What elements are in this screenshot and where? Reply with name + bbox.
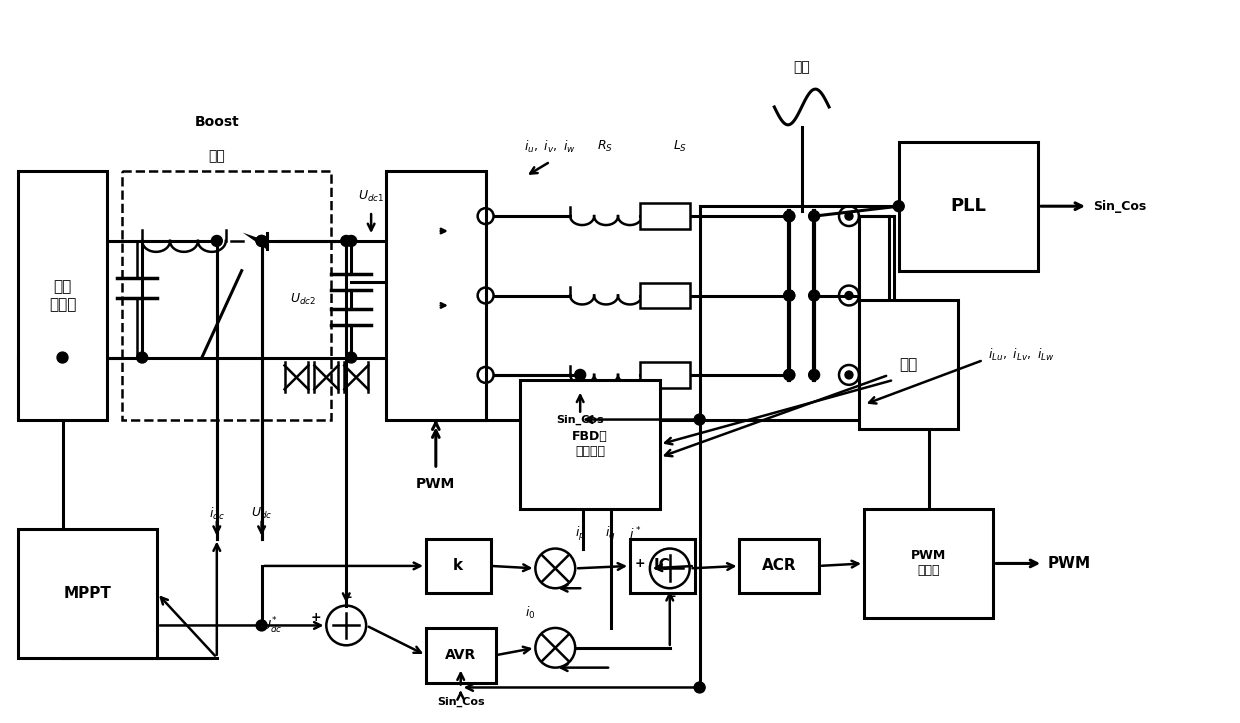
- Text: 电网: 电网: [794, 60, 810, 74]
- Text: $i_{Lu},\ i_{Lv},\ i_{Lw}$: $i_{Lu},\ i_{Lv},\ i_{Lw}$: [988, 347, 1055, 363]
- Text: PWM
发生器: PWM 发生器: [911, 549, 946, 578]
- Circle shape: [257, 620, 267, 631]
- Circle shape: [694, 682, 706, 693]
- FancyBboxPatch shape: [640, 362, 689, 388]
- Text: Sin_Cos: Sin_Cos: [436, 697, 485, 708]
- Text: PWM: PWM: [1048, 556, 1091, 571]
- Circle shape: [694, 414, 706, 425]
- Text: ACR: ACR: [761, 558, 796, 573]
- Circle shape: [784, 290, 795, 301]
- Text: $i_p$: $i_p$: [575, 525, 585, 543]
- Text: -: -: [670, 590, 676, 603]
- Circle shape: [784, 210, 795, 221]
- Text: $U_{dc}^{*}$: $U_{dc}^{*}$: [260, 615, 283, 636]
- Circle shape: [784, 369, 795, 380]
- Text: PWM: PWM: [417, 477, 455, 491]
- Polygon shape: [243, 233, 267, 249]
- Circle shape: [808, 290, 820, 301]
- Text: $i_0$: $i_0$: [526, 605, 536, 621]
- Text: PLL: PLL: [951, 197, 986, 215]
- Text: Boost: Boost: [195, 115, 239, 129]
- Text: $L_S$: $L_S$: [672, 139, 687, 154]
- FancyBboxPatch shape: [859, 301, 959, 429]
- FancyBboxPatch shape: [425, 539, 491, 593]
- Circle shape: [844, 371, 853, 379]
- Text: FBD法
电流检测: FBD法 电流检测: [572, 430, 608, 458]
- FancyBboxPatch shape: [17, 529, 157, 658]
- Circle shape: [257, 236, 267, 247]
- FancyBboxPatch shape: [630, 539, 694, 593]
- Text: 电路: 电路: [208, 150, 226, 163]
- Circle shape: [784, 210, 795, 221]
- Text: $U_{dc2}$: $U_{dc2}$: [290, 291, 316, 307]
- Text: $R_S$: $R_S$: [598, 139, 613, 154]
- FancyBboxPatch shape: [864, 509, 993, 618]
- Circle shape: [784, 369, 795, 380]
- Text: 光伏
电池板: 光伏 电池板: [48, 279, 76, 312]
- Text: $U_{dc}$: $U_{dc}$: [250, 506, 273, 521]
- Text: MPPT: MPPT: [63, 586, 112, 601]
- Circle shape: [844, 212, 853, 220]
- Text: $U_{dc1}$: $U_{dc1}$: [358, 189, 384, 204]
- FancyBboxPatch shape: [17, 171, 108, 419]
- Text: Sin_Cos: Sin_Cos: [1092, 200, 1146, 213]
- Text: $i^*$: $i^*$: [629, 526, 641, 542]
- FancyBboxPatch shape: [739, 539, 820, 593]
- FancyBboxPatch shape: [640, 203, 689, 229]
- FancyBboxPatch shape: [521, 380, 660, 509]
- Circle shape: [346, 236, 357, 247]
- FancyBboxPatch shape: [386, 171, 486, 419]
- Circle shape: [574, 369, 585, 380]
- Circle shape: [808, 210, 820, 221]
- Circle shape: [341, 236, 352, 247]
- Circle shape: [57, 352, 68, 363]
- Circle shape: [808, 369, 820, 380]
- Circle shape: [844, 291, 853, 299]
- Circle shape: [784, 290, 795, 301]
- Text: +: +: [311, 611, 321, 624]
- FancyBboxPatch shape: [425, 628, 496, 683]
- FancyBboxPatch shape: [899, 142, 1038, 270]
- Text: -: -: [347, 591, 352, 604]
- Text: $i_{dc}$: $i_{dc}$: [210, 506, 224, 522]
- Circle shape: [346, 352, 357, 363]
- Text: Sin_Cos: Sin_Cos: [557, 414, 604, 424]
- Circle shape: [893, 201, 904, 212]
- FancyBboxPatch shape: [640, 283, 689, 309]
- Circle shape: [257, 236, 267, 247]
- Text: k: k: [453, 558, 464, 573]
- Text: 负载: 负载: [899, 357, 918, 372]
- Text: +: +: [635, 557, 645, 570]
- Text: $i_q$: $i_q$: [605, 525, 615, 543]
- Text: AVR: AVR: [445, 649, 476, 662]
- Circle shape: [136, 352, 148, 363]
- Text: $i_u,\ i_v,\ i_w$: $i_u,\ i_v,\ i_w$: [525, 139, 577, 155]
- Circle shape: [211, 236, 222, 247]
- Text: IC: IC: [653, 558, 671, 573]
